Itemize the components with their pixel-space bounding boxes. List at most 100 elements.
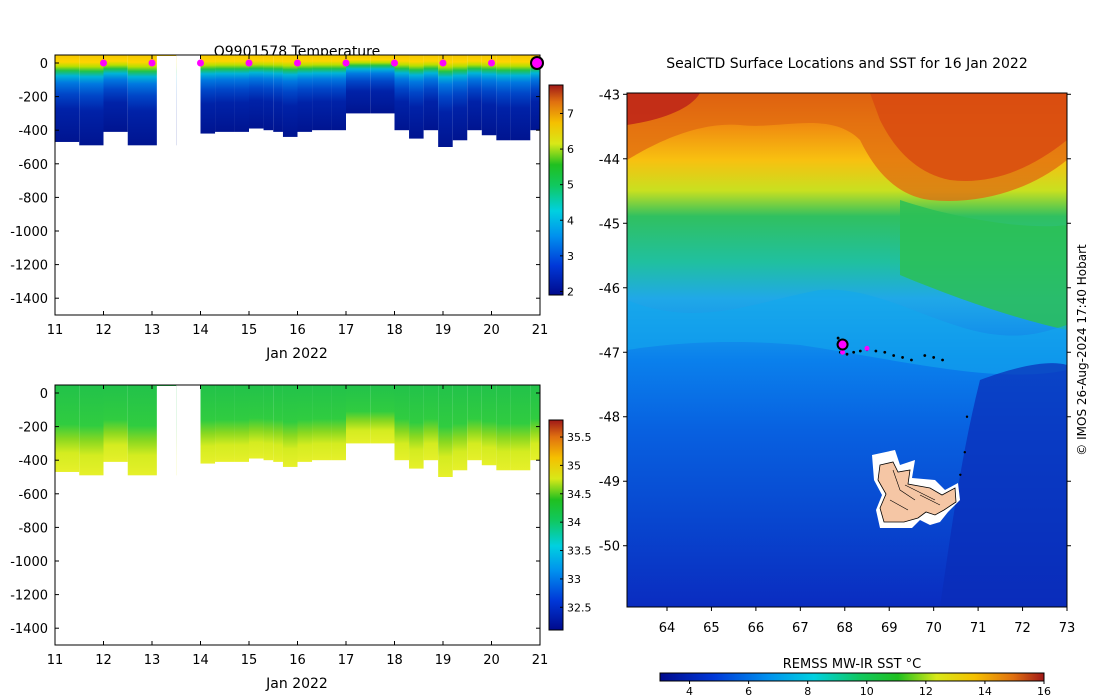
colorbar-tick-label: 4 [686, 685, 693, 698]
colorbar-tick-label: 34 [567, 516, 581, 529]
x-tick-label: 18 [386, 653, 403, 668]
track-point [883, 350, 887, 354]
profile-column [79, 55, 104, 146]
seal-track [836, 336, 969, 476]
x-tick-label: 15 [241, 653, 258, 668]
track-point [963, 451, 966, 454]
temperature-profiles [55, 55, 540, 314]
x-tick-label: 18 [386, 323, 403, 338]
salinity-panel: 0-200-400-600-800-1000-1200-1400 11 12 13 1… [10, 384, 592, 692]
y-tick-label: -1000 [10, 225, 48, 240]
salinity-x-label: Jan 2022 [265, 676, 328, 692]
profile-column [496, 55, 511, 141]
profile-column [438, 385, 453, 477]
colorbar-tick-label: 6 [567, 143, 574, 156]
y-tick-label: -1200 [10, 589, 48, 604]
track-point [959, 473, 962, 476]
profile-column [297, 55, 313, 132]
track-point [932, 356, 936, 359]
data-gap [156, 386, 177, 644]
profile-column [409, 55, 424, 139]
credit-text: © IMOS 26-Aug-2024 17:40 Hobart [1075, 244, 1089, 456]
profile-column [215, 385, 235, 462]
map-title: SealCTD Surface Locations and SST for 16… [666, 56, 1027, 72]
current-position-marker [836, 338, 849, 351]
profile-column [510, 55, 531, 141]
profile-column [510, 385, 531, 471]
lat-tick-label: -46 [599, 282, 620, 297]
lon-tick-label: 65 [703, 621, 720, 636]
sst-cold-southeast [940, 363, 1067, 607]
x-tick-label: 16 [289, 653, 306, 668]
x-tick-label: 15 [241, 323, 258, 338]
colorbar-tick-label: 8 [804, 685, 811, 698]
x-tick-label: 21 [532, 323, 549, 338]
temperature-colorbar [548, 84, 564, 296]
sst-green-east [900, 200, 1067, 330]
x-tick-label: 20 [483, 653, 500, 668]
salinity-colorbar-ticks: 32.5 33 33.5 34 34.5 35 35.5 [560, 431, 592, 614]
surface-marker [294, 59, 301, 67]
y-tick-label: -200 [18, 91, 48, 106]
y-tick-label: -200 [18, 421, 48, 436]
profile-column [346, 385, 371, 444]
surface-marker [100, 59, 107, 67]
sst-light-blue-band [627, 289, 1067, 375]
profile-column [249, 55, 264, 129]
profile-column [127, 55, 152, 146]
track-point [858, 349, 862, 353]
map-colorbar [659, 672, 1045, 682]
track-point [892, 354, 896, 357]
y-tick-label: 0 [40, 387, 48, 402]
lon-tick-label: 70 [925, 621, 942, 636]
track-point [901, 356, 904, 359]
profile-column [249, 385, 264, 459]
profile-column [370, 55, 395, 114]
profile-column [452, 55, 468, 141]
profile-column [394, 55, 410, 131]
x-tick-label: 13 [144, 653, 161, 668]
track-point [845, 352, 849, 356]
y-tick-label: -1000 [10, 555, 48, 570]
track-point [923, 354, 927, 357]
sst-map-panel: SealCTD Surface Locations and SST for 16… [599, 56, 1089, 698]
colorbar-tick-label: 4 [567, 214, 574, 227]
colorbar-tick-label: 12 [919, 685, 933, 698]
temperature-colorbar-ticks: 2 3 4 5 6 7 [560, 107, 574, 298]
x-tick-label: 16 [289, 323, 306, 338]
map-colorbar-label: REMSS MW-IR SST °C [783, 657, 922, 672]
track-point [852, 350, 856, 354]
profile-column [312, 55, 332, 131]
surface-marker [197, 59, 204, 67]
profile-column [282, 385, 298, 467]
colorbar-tick-label: 7 [567, 107, 574, 120]
colorbar-tick-label: 5 [567, 179, 574, 192]
profile-column [530, 385, 540, 461]
colorbar-tick-label: 6 [745, 685, 752, 698]
profile-column [200, 55, 216, 134]
temperature-panel: Q9901578 Temperature 0-200-400-600-800-1… [10, 44, 574, 362]
lon-tick-label: 67 [792, 621, 809, 636]
profile-column [496, 385, 511, 471]
lat-tick-label: -43 [599, 88, 620, 103]
surface-marker [391, 59, 398, 67]
colorbar-tick-label: 33.5 [567, 545, 592, 558]
surface-marker [342, 59, 350, 67]
profile-column [331, 55, 346, 131]
profile-column [467, 55, 482, 131]
profile-column [55, 55, 80, 142]
profile-column [312, 385, 332, 461]
colorbar-tick-label: 35.5 [567, 431, 592, 444]
lat-tick-label: -49 [599, 475, 620, 490]
profile-column [103, 385, 128, 462]
colorbar-tick-label: 3 [567, 250, 574, 263]
x-tick-label: 20 [483, 323, 500, 338]
y-tick-label: -800 [18, 191, 48, 206]
profile-column [103, 55, 128, 132]
x-tick-label: 17 [338, 653, 355, 668]
profile-column [394, 385, 410, 461]
salinity-x-axis: 11 12 13 14 15 16 17 18 19 20 21 [47, 385, 548, 668]
temperature-x-label: Jan 2022 [265, 346, 328, 362]
map-axes-frame [626, 92, 1068, 608]
island-fjords [889, 469, 941, 511]
